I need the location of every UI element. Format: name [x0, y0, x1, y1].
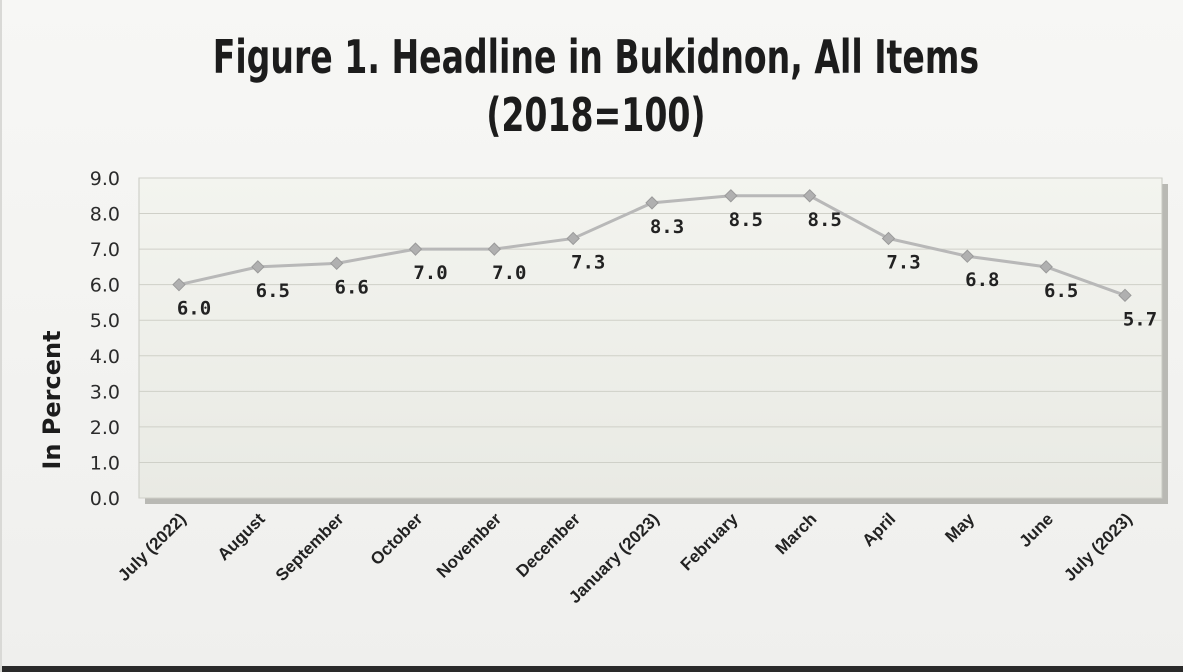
x-category-label: February — [677, 509, 742, 574]
data-label: 5.7 — [1123, 308, 1157, 330]
data-point — [881, 231, 896, 246]
y-tick-label: 1.0 — [90, 452, 120, 474]
data-point — [960, 249, 975, 263]
y-tick-label: 9.0 — [90, 168, 120, 190]
chart-title: Figure 1. Headline in Bukidnon, All Item… — [212, 30, 980, 84]
data-label: 7.0 — [492, 262, 526, 284]
x-category-label: July (2023) — [1060, 509, 1136, 585]
data-point — [1039, 260, 1053, 274]
x-category-label: March — [772, 509, 821, 558]
data-point — [1118, 288, 1132, 303]
x-category-label: December — [512, 509, 584, 581]
x-category-label: July (2022) — [114, 509, 190, 585]
y-tick-label: 5.0 — [90, 310, 120, 332]
data-point — [487, 242, 502, 256]
x-category-label: April — [859, 509, 900, 550]
y-tick-label: 7.0 — [90, 239, 120, 261]
data-label: 8.5 — [808, 209, 842, 231]
y-tick-label: 8.0 — [90, 204, 120, 226]
x-category-label: August — [214, 509, 269, 564]
data-label: 8.3 — [650, 216, 684, 238]
data-label: 6.6 — [335, 276, 369, 298]
y-tick-label: 6.0 — [90, 275, 120, 297]
data-point — [172, 277, 186, 292]
plot-area — [138, 177, 1163, 499]
x-category-label: November — [433, 509, 505, 581]
data-point — [566, 231, 580, 246]
data-label: 7.3 — [571, 251, 605, 273]
chart-subtitle: (2018=100) — [486, 88, 706, 142]
x-category-label: September — [272, 509, 348, 585]
data-point — [802, 189, 817, 203]
bottom-edge — [2, 666, 1183, 672]
data-label: 6.5 — [256, 280, 290, 302]
y-axis-label: In Percent — [38, 330, 66, 469]
x-category-label: June — [1015, 509, 1056, 550]
data-label: 6.5 — [1044, 280, 1078, 302]
y-tick-label: 4.0 — [90, 346, 120, 368]
x-category-label: October — [367, 509, 427, 569]
data-label: 6.8 — [965, 269, 999, 291]
data-point — [645, 196, 659, 210]
data-label: 7.3 — [886, 251, 920, 273]
data-label: 8.5 — [729, 209, 763, 231]
data-point — [329, 256, 344, 271]
data-point — [408, 242, 423, 256]
x-category-label: May — [941, 509, 978, 546]
data-label: 6.0 — [177, 298, 211, 320]
data-point — [724, 189, 738, 203]
data-label: 7.0 — [413, 262, 447, 284]
y-tick-label: 0.0 — [90, 488, 120, 510]
data-point — [251, 260, 265, 274]
y-tick-label: 3.0 — [90, 381, 120, 403]
y-tick-label: 2.0 — [90, 417, 120, 439]
